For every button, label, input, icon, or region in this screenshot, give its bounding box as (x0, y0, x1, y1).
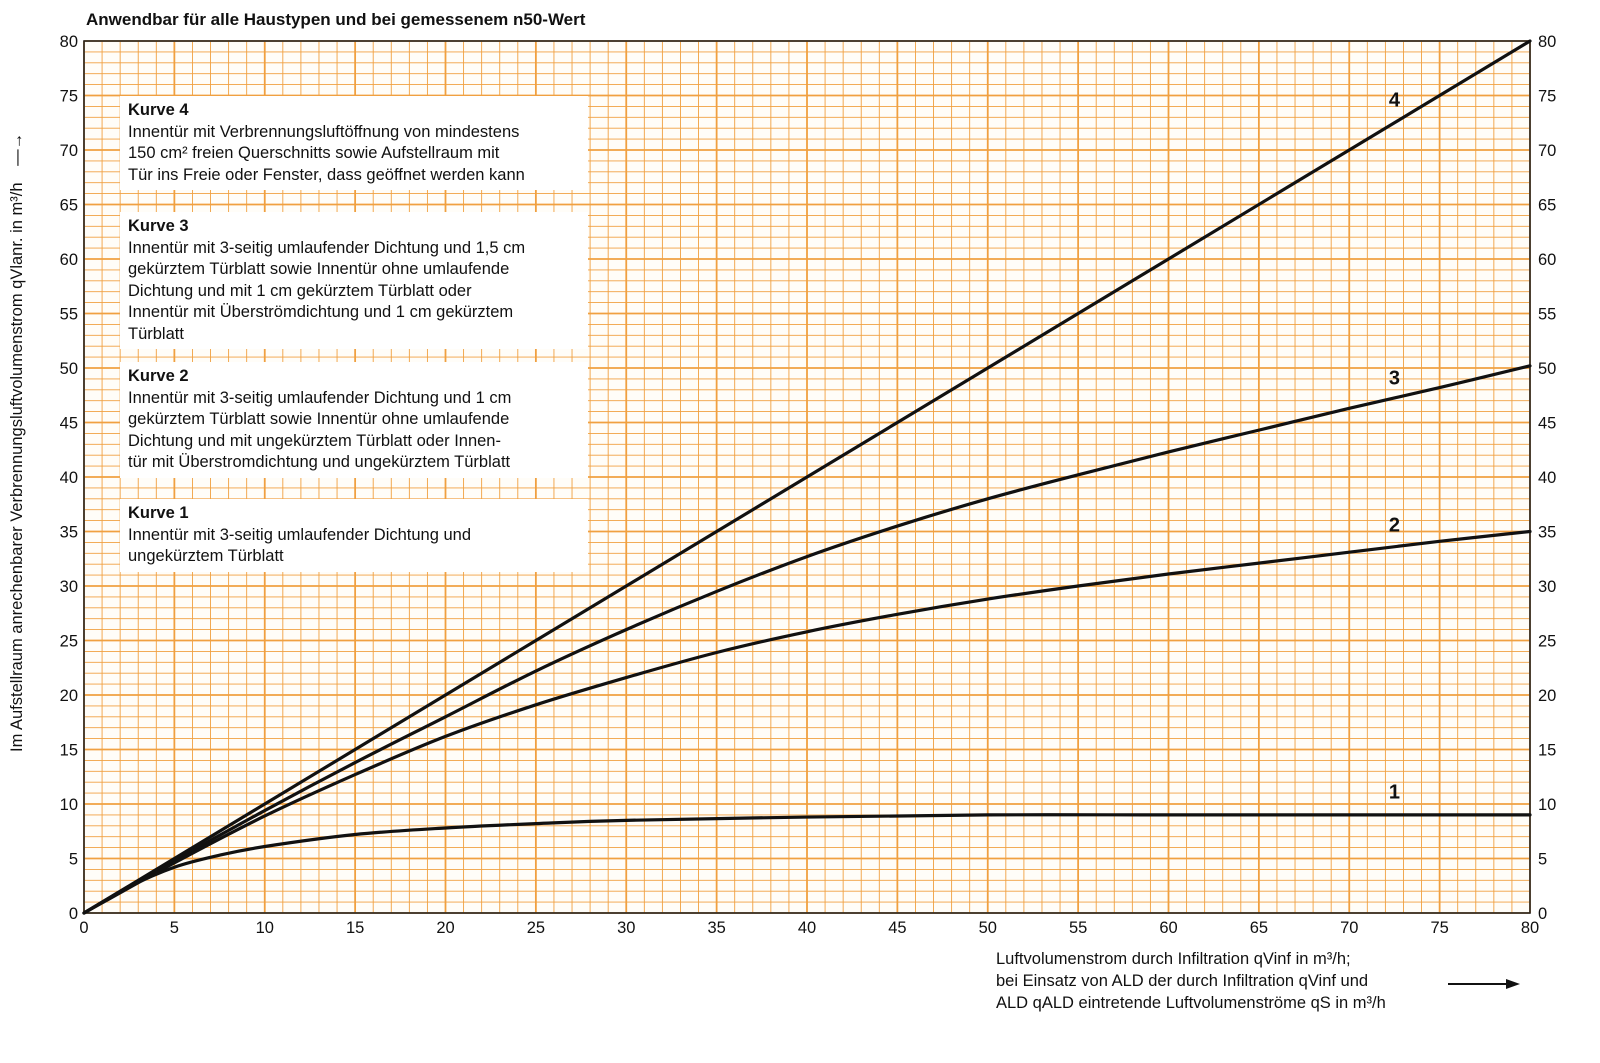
y-tick-label-left: 10 (60, 796, 78, 814)
curve-label-1: 1 (1389, 782, 1400, 804)
y-tick-label-left: 40 (60, 469, 78, 487)
legend-text: Innentür mit 3-seitig umlaufender Dichtu… (128, 238, 526, 343)
x-tick-label: 65 (1250, 919, 1268, 937)
legend-kurve-1: Kurve 1 Innentür mit 3-seitig umlaufende… (120, 499, 588, 572)
x-tick-label: 40 (798, 919, 816, 937)
legend-text: Innentür mit Verbrennungsluftöffnung von… (128, 122, 525, 184)
y-tick-label-left: 65 (60, 197, 78, 215)
y-tick-label-left: 35 (60, 524, 78, 542)
plot-frame (83, 40, 1531, 914)
x-axis-label-line: ALD qALD eintretende Luftvolumenströme q… (996, 994, 1386, 1012)
y-tick-label-left: 25 (60, 633, 78, 651)
y-tick-label-left: 5 (69, 851, 78, 869)
x-tick-label: 50 (979, 919, 997, 937)
x-axis-label-line: Luftvolumenstrom durch Infiltration qVin… (996, 950, 1351, 968)
x-tick-label: 35 (707, 919, 725, 937)
y-tick-label-right: 35 (1538, 524, 1556, 542)
series-line-kurve-3 (82, 364, 1532, 915)
legend-text: Innentür mit 3-seitig umlaufender Dichtu… (128, 388, 512, 472)
x-tick-label: 45 (888, 919, 906, 937)
y-tick-label-left: 45 (60, 415, 78, 433)
x-tick-label: 0 (79, 919, 88, 937)
y-tick-label-right: 50 (1538, 360, 1556, 378)
y-tick-label-right: 30 (1538, 578, 1556, 596)
y-tick-label-right: 10 (1538, 796, 1556, 814)
y-tick-label-left: 60 (60, 251, 78, 269)
legend-text: Innentür mit 3-seitig umlaufender Dichtu… (128, 525, 472, 566)
y-axis-label: Im Aufstellraum anrechenbarer Verbrennun… (8, 0, 27, 752)
x-tick-label: 10 (256, 919, 274, 937)
y-tick-label-left: 55 (60, 306, 78, 324)
x-axis-arrow-icon (1448, 979, 1520, 989)
legend-title: Kurve 3 (128, 217, 189, 235)
x-tick-label: 75 (1430, 919, 1448, 937)
x-tick-label: 55 (1069, 919, 1087, 937)
chart-title: Anwendbar für alle Haustypen und bei gem… (86, 10, 586, 29)
legend-title: Kurve 1 (128, 504, 189, 522)
y-tick-label-left: 80 (60, 33, 78, 51)
x-tick-label: 70 (1340, 919, 1358, 937)
legend-title: Kurve 4 (128, 101, 189, 119)
y-tick-label-left: 15 (60, 742, 78, 760)
y-tick-label-left: 0 (69, 905, 78, 923)
x-tick-label: 20 (436, 919, 454, 937)
x-axis-label: Luftvolumenstrom durch Infiltration qVin… (996, 948, 1386, 1014)
x-tick-label: 25 (527, 919, 545, 937)
y-tick-label-left: 30 (60, 578, 78, 596)
y-tick-label-right: 0 (1538, 905, 1547, 923)
curve-label-4: 4 (1389, 89, 1401, 111)
y-tick-label-right: 5 (1538, 851, 1547, 869)
y-tick-label-right: 40 (1538, 469, 1556, 487)
x-tick-label: 60 (1159, 919, 1177, 937)
legend-kurve-4: Kurve 4 Innentür mit Verbrennungsluftöff… (120, 96, 588, 190)
y-tick-label-right: 70 (1538, 142, 1556, 160)
series-line-kurve-2 (82, 529, 1532, 915)
y-tick-label-right: 20 (1538, 687, 1556, 705)
y-tick-label-right: 75 (1538, 88, 1556, 106)
x-tick-label: 30 (617, 919, 635, 937)
curve-label-3: 3 (1389, 367, 1400, 389)
y-tick-label-right: 60 (1538, 251, 1556, 269)
legend-title: Kurve 2 (128, 367, 189, 385)
series-line-kurve-4 (82, 39, 1532, 915)
curve-label-2: 2 (1389, 515, 1400, 537)
y-tick-label-left: 20 (60, 687, 78, 705)
x-tick-label: 5 (170, 919, 179, 937)
x-axis-label-line: bei Einsatz von ALD der durch Infiltrati… (996, 972, 1369, 990)
y-tick-label-left: 70 (60, 142, 78, 160)
y-tick-label-left: 50 (60, 360, 78, 378)
y-tick-label-right: 25 (1538, 633, 1556, 651)
y-tick-label-right: 65 (1538, 197, 1556, 215)
y-tick-label-right: 80 (1538, 33, 1556, 51)
y-tick-label-right: 15 (1538, 742, 1556, 760)
y-axis-label-text: Im Aufstellraum anrechenbarer Verbrennun… (8, 182, 26, 752)
y-tick-label-right: 45 (1538, 415, 1556, 433)
series-line-kurve-1 (82, 813, 1532, 915)
legend-kurve-3: Kurve 3 Innentür mit 3-seitig umlaufende… (120, 212, 588, 349)
x-tick-label: 15 (346, 919, 364, 937)
y-tick-label-left: 75 (60, 88, 78, 106)
legend-kurve-2: Kurve 2 Innentür mit 3-seitig umlaufende… (120, 362, 588, 478)
y-axis-arrow-icon: —→ (8, 132, 26, 166)
y-tick-label-right: 55 (1538, 306, 1556, 324)
x-tick-label: 80 (1521, 919, 1539, 937)
